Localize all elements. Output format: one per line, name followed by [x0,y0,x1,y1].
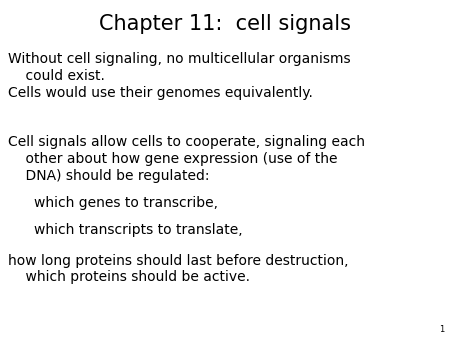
Text: Chapter 11:  cell signals: Chapter 11: cell signals [99,14,351,33]
Text: 1: 1 [439,325,445,334]
Text: which transcripts to translate,: which transcripts to translate, [34,223,243,237]
Text: Cell signals allow cells to cooperate, signaling each
    other about how gene e: Cell signals allow cells to cooperate, s… [8,135,365,183]
Text: Without cell signaling, no multicellular organisms
    could exist.: Without cell signaling, no multicellular… [8,52,351,83]
Text: Cells would use their genomes equivalently.: Cells would use their genomes equivalent… [8,86,313,100]
Text: how long proteins should last before destruction,
    which proteins should be a: how long proteins should last before des… [8,254,349,284]
Text: which genes to transcribe,: which genes to transcribe, [34,196,218,210]
